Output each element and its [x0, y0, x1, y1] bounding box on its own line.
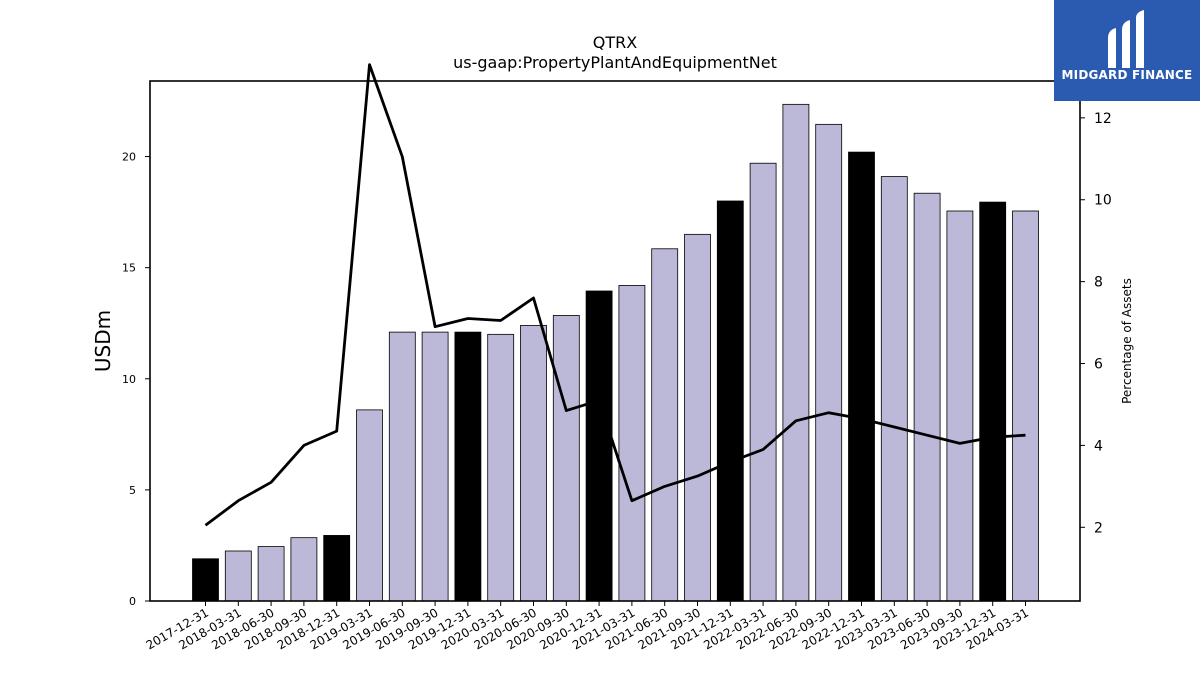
- bar-2020-09-30: [552, 315, 580, 602]
- y-tick-label: 10: [122, 373, 136, 386]
- bar-2023-12-31: [979, 201, 1007, 602]
- y-tick-label: 0: [129, 595, 136, 608]
- bar-2019-09-30: [421, 331, 449, 602]
- bar-2020-12-31: [585, 290, 613, 602]
- bar-2022-03-31: [749, 162, 777, 602]
- y-axis-right: 2 4 6 8 10 12: [1080, 111, 1112, 536]
- y2-tick-label: 4: [1094, 438, 1103, 454]
- bar-2021-06-30: [651, 248, 679, 602]
- bar-2019-06-30: [388, 331, 416, 602]
- y-tick-label: 20: [122, 151, 136, 164]
- chart-title: QTRX: [593, 33, 637, 52]
- y2-axis-label: Percentage of Assets: [1120, 278, 1134, 404]
- bar-2023-09-30: [946, 210, 974, 602]
- logo-text: MIDGARD FINANCE: [1061, 68, 1193, 82]
- bar-2018-12-31: [323, 535, 351, 602]
- x-axis: 2017-12-312018-03-312018-06-302018-09-30…: [144, 601, 1031, 652]
- bar-2023-06-30: [913, 192, 941, 602]
- bar-2022-06-30: [782, 103, 810, 602]
- bar-2018-09-30: [290, 537, 318, 602]
- bar-2019-03-31: [356, 409, 383, 602]
- bar-2022-09-30: [815, 123, 843, 602]
- bar-2022-12-31: [848, 151, 875, 602]
- bar-2021-12-31: [716, 200, 744, 602]
- bar-series: [192, 103, 1039, 602]
- y-axis-label: USDm: [91, 310, 115, 372]
- y-tick-label: 15: [122, 262, 136, 275]
- bar-2023-03-31: [880, 176, 908, 602]
- bar-2024-03-31: [1012, 210, 1039, 602]
- y2-tick-label: 8: [1094, 275, 1103, 291]
- y2-tick-label: 10: [1094, 193, 1112, 209]
- bar-2019-12-31: [454, 331, 482, 602]
- y-axis-left: 0 5 10 15 20: [122, 151, 150, 608]
- logo-mark-icon: [1108, 10, 1144, 68]
- bar-2021-09-30: [684, 233, 711, 602]
- plot-frame: [149, 80, 1081, 602]
- y2-tick-label: 12: [1094, 111, 1112, 127]
- percentage-line: [204, 63, 1026, 527]
- chart-subtitle: us-gaap:PropertyPlantAndEquipmentNet: [453, 53, 777, 72]
- logo: MIDGARD FINANCE: [1054, 0, 1200, 101]
- bar-2020-06-30: [520, 325, 547, 602]
- bar-2018-03-31: [224, 550, 252, 602]
- bar-2017-12-31: [192, 558, 219, 602]
- y-tick-label: 5: [129, 484, 136, 497]
- bar-2021-03-31: [618, 285, 646, 602]
- bar-2020-03-31: [487, 333, 515, 602]
- y2-tick-label: 6: [1094, 357, 1103, 373]
- bar-2018-06-30: [257, 546, 285, 602]
- y2-tick-label: 2: [1094, 520, 1103, 536]
